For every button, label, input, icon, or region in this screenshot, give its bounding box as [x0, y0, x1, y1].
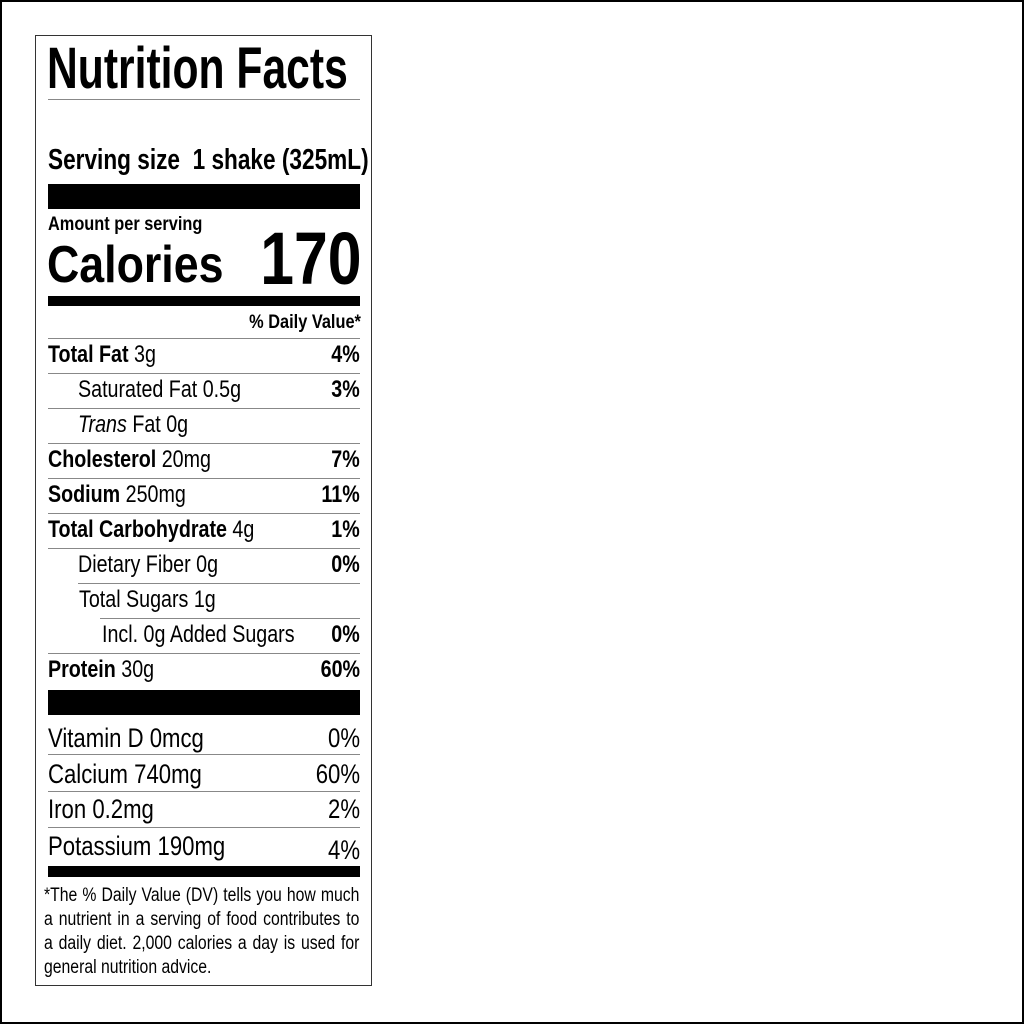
nutrient-name-rest: Fat	[132, 411, 161, 438]
divider	[48, 443, 360, 444]
divider	[48, 791, 360, 792]
divider	[48, 338, 360, 339]
serving-size: Serving size 1 shake (325mL)	[48, 143, 369, 177]
nutrient-name: Saturated Fat	[78, 376, 198, 403]
divider	[48, 827, 360, 828]
nutrient-name: Total Carbohydrate	[48, 516, 227, 543]
vitamin-row-calcium: Calcium 740mg 60%	[48, 758, 360, 790]
nutrient-name: Sodium	[48, 481, 121, 508]
vitamin-row-vitamin-d: Vitamin D 0mcg 0%	[48, 722, 360, 754]
calories-value: 170	[259, 217, 361, 300]
nutrient-amount: 30g	[121, 656, 155, 683]
nutrient-name: Total Fat	[48, 341, 129, 368]
nutrient-dv: 60%	[320, 656, 360, 683]
nutrient-amount: 0g	[196, 551, 219, 578]
nutrient-amount: 3g	[134, 341, 156, 368]
nutrient-amount: 1g	[193, 586, 216, 613]
divider	[48, 513, 360, 514]
nutrient-dv: 4%	[331, 341, 360, 368]
nutrient-dv: 0%	[331, 551, 360, 578]
nutrient-amount: 20mg	[161, 446, 211, 473]
nutrient-amount: 0g	[166, 411, 189, 438]
daily-value-header: % Daily Value*	[249, 312, 361, 333]
nutrient-row-trans-fat: Trans Fat 0g	[78, 410, 360, 440]
divider	[48, 653, 360, 654]
nutrient-amount: 0.5g	[202, 376, 242, 403]
divider	[48, 99, 360, 100]
divider	[48, 408, 360, 409]
divider	[48, 754, 360, 755]
vitamin-amount: 0mcg	[149, 723, 204, 753]
label-title: Nutrition Facts	[47, 36, 348, 101]
vitamin-amount: 190mg	[157, 831, 226, 861]
vitamin-row-potassium: Potassium 190mg 4%	[48, 830, 360, 865]
vitamin-dv: 60%	[315, 759, 360, 789]
medium-bar	[48, 296, 360, 306]
thick-bar	[48, 184, 360, 209]
vitamin-dv: 4%	[327, 835, 360, 865]
nutrient-name: Total Sugars	[79, 586, 189, 613]
nutrition-label	[35, 35, 372, 986]
vitamin-name: Calcium	[48, 759, 128, 789]
nutrient-dv: 0%	[331, 621, 360, 648]
vitamin-dv: 0%	[327, 723, 360, 753]
vitamin-row-iron: Iron 0.2mg 2%	[48, 793, 360, 825]
nutrient-dv: 7%	[331, 446, 360, 473]
vitamin-name: Potassium	[48, 831, 152, 861]
nutrient-amount: 250mg	[125, 481, 186, 508]
vitamin-name: Vitamin D	[48, 723, 144, 753]
footnote: *The % Daily Value (DV) tells you how mu…	[44, 885, 360, 978]
divider	[78, 583, 360, 584]
nutrient-name: Trans	[78, 411, 127, 438]
vitamin-name: Iron	[48, 794, 87, 824]
nutrient-dv: 3%	[331, 376, 360, 403]
nutrient-row-total-fat: Total Fat 3g 4%	[48, 340, 360, 370]
nutrient-row-total-carbohydrate: Total Carbohydrate 4g 1%	[48, 515, 360, 545]
thick-bar	[48, 690, 360, 715]
calories-label: Calories	[47, 236, 224, 294]
amount-per-serving: Amount per serving	[48, 214, 203, 235]
vitamin-amount: 740mg	[134, 759, 202, 789]
serving-size-value: 1 shake (325mL)	[192, 144, 369, 176]
vitamin-dv: 2%	[327, 794, 360, 824]
nutrient-name: Cholesterol	[48, 446, 157, 473]
nutrient-row-protein: Protein 30g 60%	[48, 655, 360, 685]
nutrient-name: Protein	[48, 656, 116, 683]
medium-bar	[48, 866, 360, 877]
vitamin-amount: 0.2mg	[92, 794, 154, 824]
nutrient-amount: 4g	[232, 516, 255, 543]
nutrient-name: Dietary Fiber	[78, 551, 191, 578]
nutrient-row-saturated-fat: Saturated Fat 0.5g 3%	[78, 375, 360, 405]
nutrient-row-added-sugars: Incl. 0g Added Sugars 0%	[102, 620, 360, 650]
divider	[48, 548, 360, 549]
divider	[100, 618, 360, 619]
divider	[48, 478, 360, 479]
nutrient-dv: 11%	[321, 481, 360, 508]
nutrient-row-dietary-fiber: Dietary Fiber 0g 0%	[78, 550, 360, 580]
nutrient-row-cholesterol: Cholesterol 20mg 7%	[48, 445, 360, 475]
nutrient-row-sodium: Sodium 250mg 11%	[48, 480, 360, 510]
serving-size-label: Serving size	[48, 144, 181, 176]
nutrient-name: Incl. 0g Added Sugars	[102, 621, 295, 648]
nutrient-row-total-sugars: Total Sugars 1g	[79, 585, 360, 615]
nutrient-dv: 1%	[331, 516, 360, 543]
divider	[48, 373, 360, 374]
